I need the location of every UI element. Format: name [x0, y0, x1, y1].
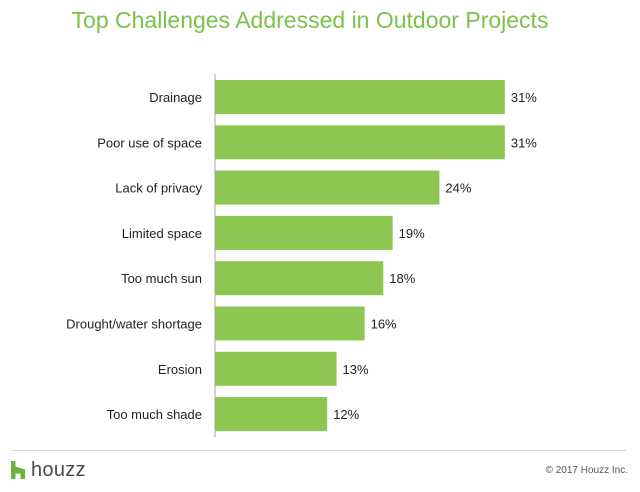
- category-label: Too much sun: [121, 271, 202, 286]
- bar: [215, 351, 337, 386]
- category-label: Erosion: [158, 362, 202, 377]
- category-label: Lack of privacy: [115, 181, 202, 196]
- footer-divider: [12, 450, 626, 451]
- value-label: 18%: [389, 271, 415, 286]
- houzz-logo: houzz: [11, 459, 86, 481]
- value-label: 12%: [333, 407, 359, 422]
- category-label: Too much shade: [107, 407, 202, 422]
- value-label: 24%: [445, 181, 471, 196]
- value-label: 31%: [511, 135, 537, 150]
- chart-title: Top Challenges Addressed in Outdoor Proj…: [71, 7, 549, 33]
- category-label: Drainage: [149, 90, 202, 105]
- bar: [215, 80, 505, 114]
- bar: [215, 215, 393, 250]
- houzz-logo-icon: [11, 461, 25, 479]
- category-label: Drought/water shortage: [66, 317, 202, 332]
- category-label: Limited space: [122, 226, 202, 241]
- bar: [215, 306, 365, 341]
- category-label: Poor use of space: [97, 135, 202, 150]
- bar: [215, 170, 440, 205]
- bar: [215, 261, 384, 296]
- copyright-text: © 2017 Houzz Inc.: [545, 465, 628, 476]
- bar: [215, 397, 328, 432]
- houzz-logo-text: houzz: [31, 458, 86, 481]
- value-label: 13%: [343, 362, 369, 377]
- value-label: 19%: [399, 226, 425, 241]
- value-label: 31%: [511, 90, 537, 105]
- value-label: 16%: [371, 317, 397, 332]
- bar: [215, 125, 505, 160]
